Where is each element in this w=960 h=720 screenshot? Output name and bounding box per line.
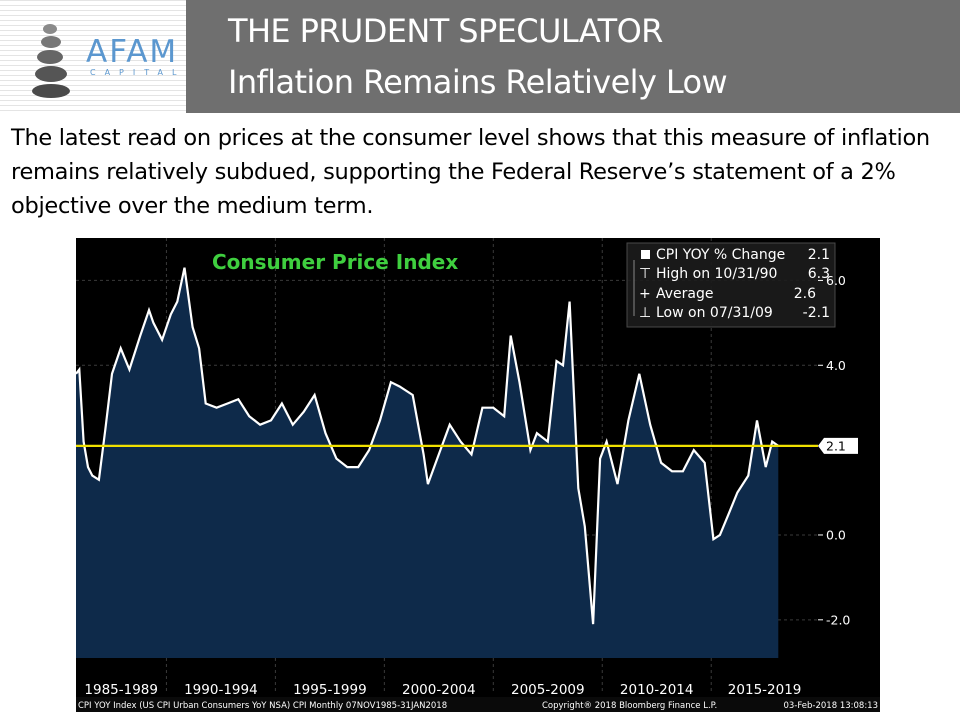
legend: CPI YOY % Change 2.1 ⊤ High on 10/31/90 …	[627, 243, 835, 327]
cpi-chart-svg: Consumer Price Index CPI YOY % Change 2.…	[76, 238, 880, 712]
footer-copyright: Copyright® 2018 Bloomberg Finance L.P.	[542, 701, 717, 711]
x-tick-label: 1990-1994	[184, 682, 258, 698]
header-band: AFAM CAPITAL THE PRUDENT SPECULATOR Infl…	[0, 0, 960, 113]
stacked-stones-icon	[26, 20, 78, 100]
page-title: THE PRUDENT SPECULATOR	[228, 13, 663, 49]
x-tick-label: 1985-1989	[84, 682, 158, 698]
x-tick-label: 2000-2004	[402, 682, 476, 698]
chart-title: Consumer Price Index	[212, 250, 458, 274]
legend-value-low: -2.1	[803, 305, 830, 321]
average-value-tag: 2.1	[818, 438, 858, 454]
low-marker-icon: ⊥	[639, 305, 651, 321]
legend-label-series: CPI YOY % Change	[656, 247, 785, 263]
lead-paragraph: The latest read on prices at the consume…	[11, 121, 956, 223]
y-tick-label: 4.0	[826, 358, 846, 373]
x-tick-label: 2015-2019	[728, 682, 802, 698]
legend-value-average: 2.6	[794, 286, 816, 302]
y-tick-label: 6.0	[826, 273, 846, 288]
logo-text: AFAM	[86, 34, 178, 70]
footer-source: CPI YOY Index (US CPI Urban Consumers Yo…	[78, 701, 447, 711]
logo-box: AFAM CAPITAL	[0, 0, 186, 113]
legend-swatch-icon	[641, 250, 650, 259]
footer-timestamp: 03-Feb-2018 13:08:13	[783, 701, 878, 711]
x-tick-label: 2010-2014	[620, 682, 694, 698]
high-marker-icon: ⊤	[639, 266, 651, 282]
average-tag-label: 2.1	[826, 438, 846, 453]
legend-label-average: Average	[656, 286, 714, 302]
cpi-chart: Consumer Price Index CPI YOY % Change 2.…	[76, 238, 880, 712]
x-tick-label: 2005-2009	[511, 682, 585, 698]
y-tick-label: 0.0	[826, 527, 846, 542]
y-tick-label: -2.0	[826, 612, 850, 627]
logo-subtext: CAPITAL	[90, 68, 185, 77]
legend-value-series: 2.1	[808, 247, 830, 263]
x-tick-label: 1995-1999	[293, 682, 367, 698]
legend-label-high: High on 10/31/90	[656, 266, 777, 282]
page-subtitle: Inflation Remains Relatively Low	[228, 64, 727, 100]
legend-label-low: Low on 07/31/09	[656, 305, 773, 321]
average-marker-icon: +	[639, 286, 651, 302]
